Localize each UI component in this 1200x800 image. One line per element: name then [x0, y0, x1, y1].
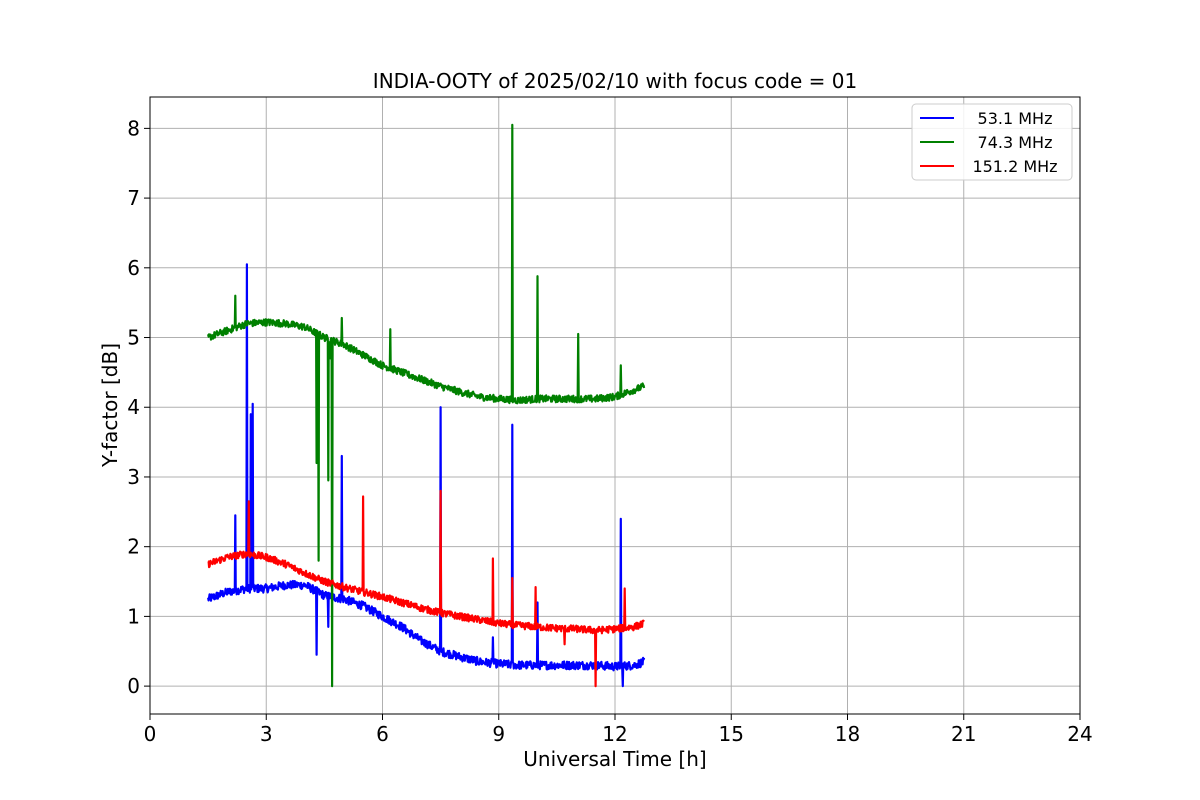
- legend-label-3: 151.2 MHz: [972, 157, 1057, 176]
- legend: 53.1 MHz 74.3 MHz 151.2 MHz: [911, 103, 1073, 181]
- y-tick-label: 0: [127, 674, 140, 698]
- x-tick-label: 24: [1067, 722, 1092, 746]
- y-tick-label: 5: [127, 326, 140, 350]
- y-tick-label: 1: [127, 604, 140, 628]
- x-axis-label: Universal Time [h]: [523, 747, 706, 771]
- x-tick-label: 21: [951, 722, 976, 746]
- y-tick-label: 2: [127, 535, 140, 559]
- y-axis-ticks: 0 1 2 3 4 5 6 7 8: [127, 116, 150, 698]
- x-tick-label: 6: [376, 722, 389, 746]
- y-axis-label: Y-factor [dB]: [98, 343, 122, 468]
- series-group: [207, 123, 646, 688]
- x-tick-label: 15: [719, 722, 744, 746]
- x-tick-label: 3: [260, 722, 273, 746]
- plot-area: [149, 96, 1081, 715]
- y-tick-label: 7: [127, 186, 140, 210]
- series-line-2: [207, 123, 646, 688]
- series-line-1: [207, 263, 646, 688]
- legend-label-1: 53.1 MHz: [978, 109, 1053, 128]
- y-tick-label: 8: [127, 116, 140, 140]
- x-axis-ticks: 0 3 6 9 12 15 18 21 24: [144, 714, 1093, 746]
- legend-frame: [911, 103, 1073, 181]
- y-tick-label: 4: [127, 395, 140, 419]
- x-tick-label: 9: [492, 722, 505, 746]
- y-tick-label: 6: [127, 256, 140, 280]
- series-line-3: [207, 489, 645, 688]
- legend-label-2: 74.3 MHz: [978, 133, 1053, 152]
- grid-lines: [149, 97, 1081, 714]
- x-tick-label: 12: [602, 722, 627, 746]
- y-tick-label: 3: [127, 465, 140, 489]
- x-tick-label: 18: [835, 722, 860, 746]
- chart-title: INDIA-OOTY of 2025/02/10 with focus code…: [373, 69, 857, 93]
- x-tick-label: 0: [144, 722, 157, 746]
